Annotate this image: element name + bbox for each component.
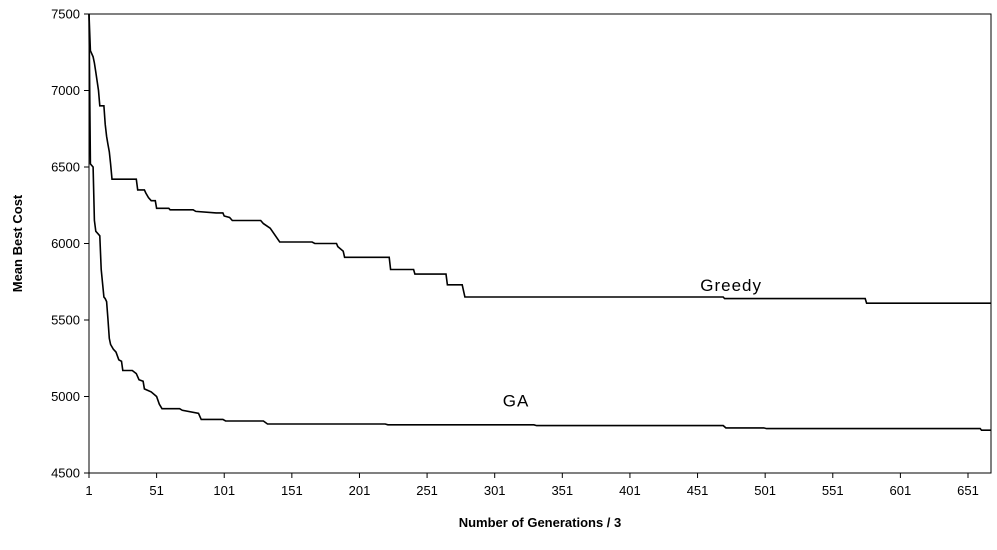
y-axis-ticks: 4500 5000 5500 6000 6500 7000 7500 [51, 7, 89, 481]
series-line-ga [88, 13, 991, 431]
y-tick-label: 4500 [51, 466, 80, 481]
x-tick-label: 1 [85, 483, 92, 498]
series-label-ga: GA [503, 391, 530, 410]
y-tick-label: 7000 [51, 83, 80, 98]
x-tick-label: 151 [281, 483, 303, 498]
plot-area [88, 13, 992, 474]
x-tick-label: 251 [416, 483, 438, 498]
x-tick-label: 501 [754, 483, 776, 498]
x-tick-label: 451 [687, 483, 709, 498]
y-tick-label: 7500 [51, 7, 80, 22]
x-tick-label: 201 [349, 483, 371, 498]
x-tick-label: 401 [619, 483, 641, 498]
series-label-greedy: Greedy [700, 276, 762, 295]
series-layer: Greedy GA [88, 13, 991, 431]
x-tick-label: 651 [957, 483, 979, 498]
y-axis-title: Mean Best Cost [10, 194, 25, 292]
x-tick-label: 301 [484, 483, 506, 498]
x-tick-label: 551 [822, 483, 844, 498]
y-tick-label: 5500 [51, 313, 80, 328]
y-tick-label: 6000 [51, 236, 80, 251]
x-tick-label: 351 [551, 483, 573, 498]
x-tick-label: 601 [890, 483, 912, 498]
series-line-greedy [88, 13, 991, 304]
y-tick-label: 6500 [51, 160, 80, 175]
x-tick-label: 51 [149, 483, 163, 498]
y-tick-label: 5000 [51, 389, 80, 404]
x-tick-label: 101 [213, 483, 235, 498]
x-axis-title: Number of Generations / 3 [459, 515, 622, 530]
x-axis-ticks: 1 51 101 151 201 251 301 351 401 451 501 551 601 651 [85, 473, 979, 498]
